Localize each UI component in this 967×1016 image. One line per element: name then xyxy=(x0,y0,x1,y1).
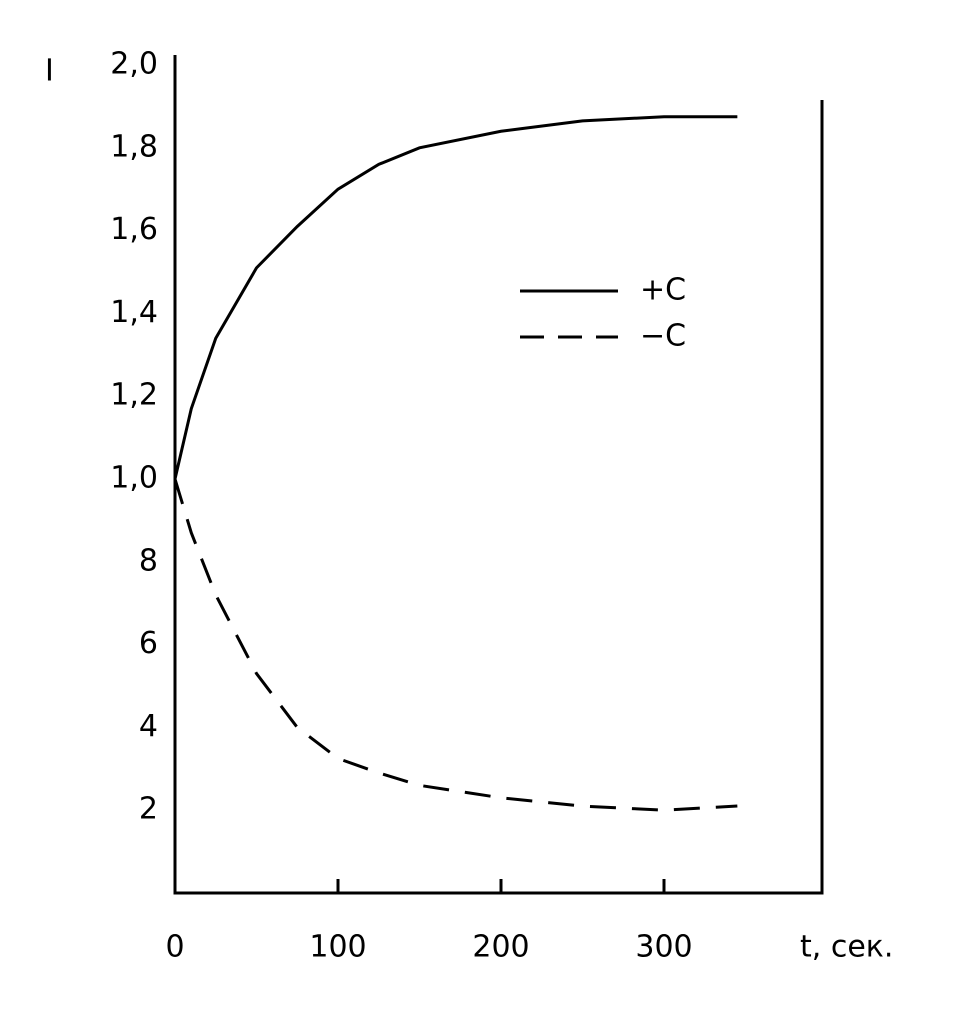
y-tick-label: 4 xyxy=(139,709,158,744)
legend-label: +C xyxy=(640,273,686,308)
x-axis-label: t, сек. xyxy=(800,930,893,965)
y-axis-label: I xyxy=(45,54,54,89)
line-series xyxy=(173,478,738,812)
x-tick-label: 0 xyxy=(165,930,184,965)
y-tick-label: 1,8 xyxy=(110,129,158,164)
x-tick-label: 100 xyxy=(309,930,366,965)
y-tick-label: 6 xyxy=(139,626,158,661)
x-tick-label: 200 xyxy=(472,930,529,965)
legend-label: −C xyxy=(640,319,686,354)
plot-frame xyxy=(173,55,824,895)
y-tick-label: 2,0 xyxy=(110,47,158,82)
x-tick-label: 300 xyxy=(635,930,692,965)
y-tick-label: 1,6 xyxy=(110,212,158,247)
y-tick-label: 1,2 xyxy=(110,378,158,413)
y-tick-label: 1,4 xyxy=(110,295,158,330)
y-tick-label: 1,0 xyxy=(110,461,158,496)
y-tick-label: 8 xyxy=(139,543,158,578)
y-tick-label: 2 xyxy=(139,792,158,827)
line-series xyxy=(173,115,738,480)
